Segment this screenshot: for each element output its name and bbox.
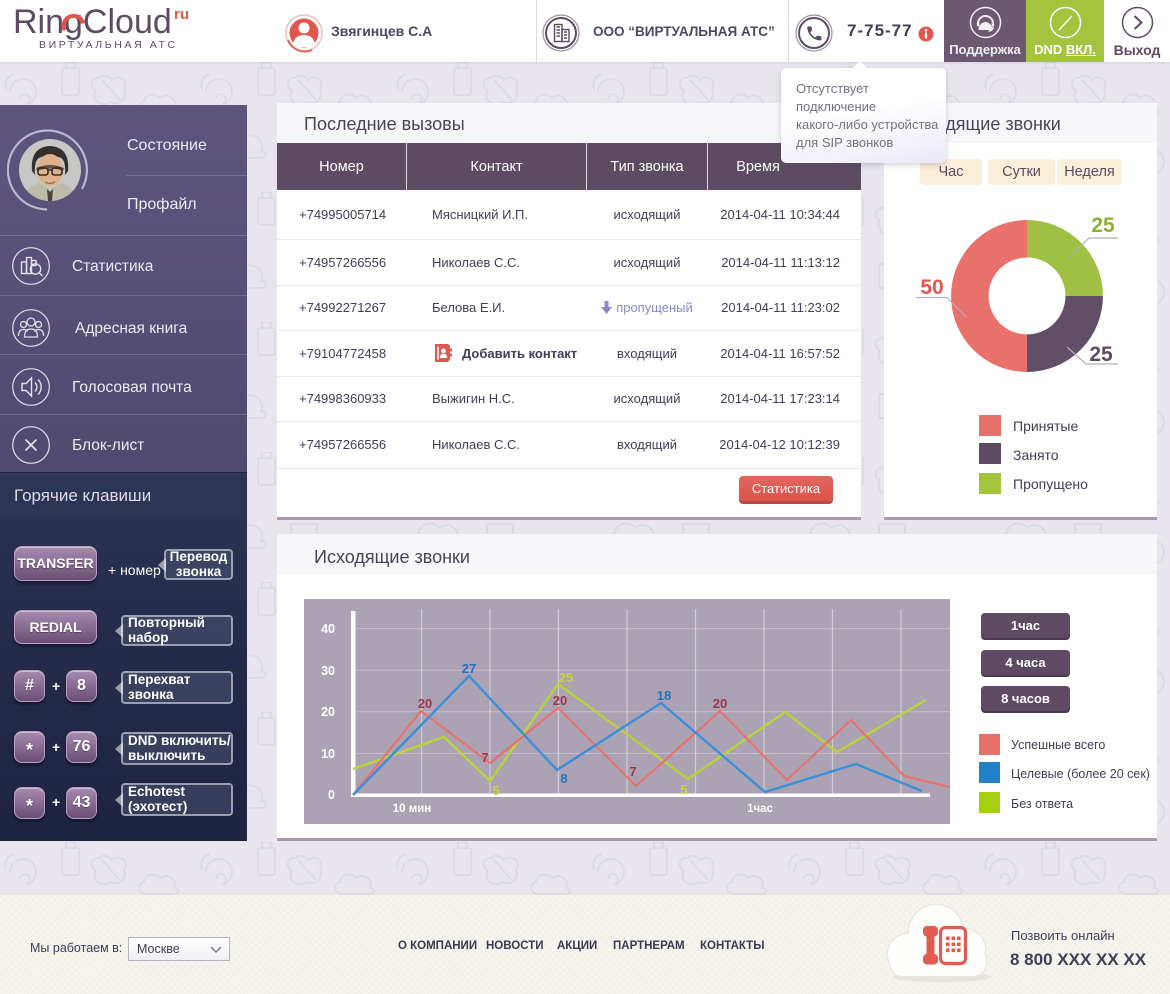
svg-text:40: 40	[321, 622, 335, 636]
svg-text:30: 30	[321, 664, 335, 678]
svg-text:20: 20	[553, 693, 567, 708]
svg-text:10: 10	[321, 747, 335, 761]
svg-text:25: 25	[1089, 343, 1113, 366]
svg-text:0: 0	[328, 788, 335, 802]
svg-text:8: 8	[560, 771, 567, 786]
svg-text:50: 50	[920, 276, 943, 299]
svg-text:ВИРТУАЛЬНАЯ АТС: ВИРТУАЛЬНАЯ АТС	[39, 39, 178, 51]
svg-text:1час: 1час	[747, 803, 773, 815]
svg-text:5: 5	[492, 783, 499, 798]
svg-text:18: 18	[657, 688, 671, 703]
svg-text:RingCloud: RingCloud	[13, 3, 172, 41]
svg-text:27: 27	[462, 661, 476, 676]
svg-text:5: 5	[680, 782, 687, 797]
svg-text:20: 20	[321, 705, 335, 719]
svg-text:ru: ru	[174, 6, 189, 23]
svg-text:25: 25	[559, 670, 573, 685]
svg-text:7: 7	[481, 750, 488, 765]
svg-text:10 мин: 10 мин	[393, 803, 432, 815]
svg-text:20: 20	[418, 696, 432, 711]
svg-text:7: 7	[629, 764, 636, 779]
svg-text:20: 20	[713, 696, 727, 711]
svg-text:25: 25	[1091, 214, 1115, 237]
